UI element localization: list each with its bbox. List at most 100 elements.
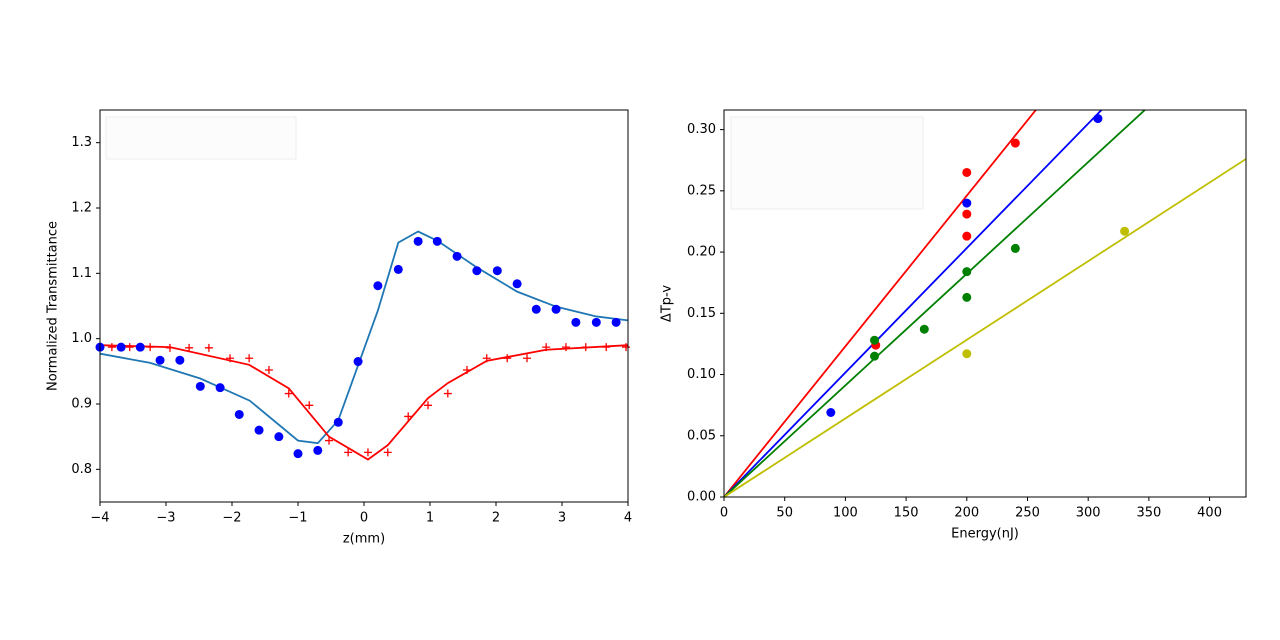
data-point <box>542 343 551 352</box>
data-point <box>962 231 972 241</box>
data-point <box>1010 243 1020 253</box>
x-tick-label: 4 <box>624 511 632 526</box>
data-point <box>591 317 601 327</box>
data-point <box>551 304 561 314</box>
data-line <box>724 158 1246 497</box>
x-tick-label: −3 <box>156 511 175 526</box>
data-point <box>353 357 363 367</box>
x-axis-label: Energy(nJ) <box>951 527 1019 542</box>
data-point <box>393 264 403 274</box>
x-tick-label: 300 <box>1076 506 1101 521</box>
data-point <box>826 407 836 417</box>
data-point <box>482 354 491 363</box>
data-point <box>1010 138 1020 148</box>
data-line <box>100 230 628 445</box>
x-tick-label: 0 <box>720 506 728 521</box>
data-line <box>724 110 1147 497</box>
data-point <box>531 304 541 314</box>
y-tick-label: 0.25 <box>687 183 716 198</box>
data-point <box>125 343 134 352</box>
legend-box <box>730 116 924 210</box>
x-tick-label: 350 <box>1136 506 1161 521</box>
x-tick-label: −4 <box>90 511 109 526</box>
x-axis-label: z(mm) <box>343 532 385 547</box>
y-tick-label: 0.8 <box>71 462 92 477</box>
y-tick-label: 0.05 <box>687 428 716 443</box>
data-point <box>611 317 621 327</box>
x-tick-label: 1 <box>426 511 434 526</box>
data-point <box>462 366 471 375</box>
data-point <box>284 389 293 398</box>
data-point <box>155 355 165 365</box>
data-point <box>602 343 611 352</box>
data-point <box>245 354 254 363</box>
data-point <box>383 448 392 457</box>
data-point <box>204 343 213 352</box>
y-tick-label: 1.1 <box>71 266 92 281</box>
x-tick-label: 100 <box>833 506 858 521</box>
x-tick-label: 2 <box>492 511 500 526</box>
data-point <box>274 432 284 442</box>
data-point <box>107 343 116 352</box>
data-point <box>325 436 334 445</box>
y-axis-label: ΔTp-v <box>660 285 675 322</box>
data-point <box>424 401 433 410</box>
y-tick-label: 1.2 <box>71 201 92 216</box>
data-point <box>452 251 462 261</box>
data-point <box>962 167 972 177</box>
data-point <box>492 266 502 276</box>
data-point <box>962 198 972 208</box>
y-tick-label: 0.9 <box>71 397 92 412</box>
data-point <box>962 267 972 277</box>
data-point <box>404 412 413 421</box>
data-point <box>333 417 343 427</box>
data-point <box>226 354 235 363</box>
data-point <box>413 236 423 246</box>
data-point <box>870 335 880 345</box>
data-point <box>254 425 264 435</box>
x-tick-label: 0 <box>360 511 368 526</box>
data-point <box>195 381 205 391</box>
data-point <box>135 342 145 352</box>
data-point <box>962 349 972 359</box>
data-point <box>1093 114 1103 124</box>
data-point <box>432 236 442 246</box>
data-point <box>503 354 512 363</box>
y-tick-label: 0.20 <box>687 245 716 260</box>
data-point <box>472 266 482 276</box>
x-tick-label: 200 <box>954 506 979 521</box>
x-tick-label: −1 <box>288 511 307 526</box>
data-point <box>264 366 273 375</box>
data-point <box>373 281 383 291</box>
data-line <box>724 110 1103 497</box>
data-point <box>581 343 590 352</box>
y-axis-label: Normalized Transmittance <box>46 221 61 391</box>
axes-frame <box>723 109 1247 498</box>
x-tick-label: 150 <box>894 506 919 521</box>
data-point <box>344 448 353 457</box>
data-point <box>962 292 972 302</box>
data-point <box>234 409 244 419</box>
data-point <box>571 317 581 327</box>
y-tick-label: 0.30 <box>687 122 716 137</box>
data-point <box>313 445 323 455</box>
data-point <box>116 342 126 352</box>
data-point <box>185 343 194 352</box>
data-point <box>165 343 174 352</box>
y-tick-label: 0.00 <box>687 490 716 505</box>
data-line <box>724 110 1037 497</box>
y-tick-label: 1.0 <box>71 331 92 346</box>
legend-box <box>105 116 297 160</box>
data-point <box>305 401 314 410</box>
data-point <box>962 209 972 219</box>
x-tick-label: −2 <box>222 511 241 526</box>
data-point <box>523 354 532 363</box>
data-point <box>443 389 452 398</box>
y-tick-label: 1.3 <box>71 135 92 150</box>
data-point <box>293 449 303 459</box>
data-point <box>363 448 372 457</box>
x-tick-label: 400 <box>1197 506 1222 521</box>
x-tick-label: 50 <box>776 506 793 521</box>
